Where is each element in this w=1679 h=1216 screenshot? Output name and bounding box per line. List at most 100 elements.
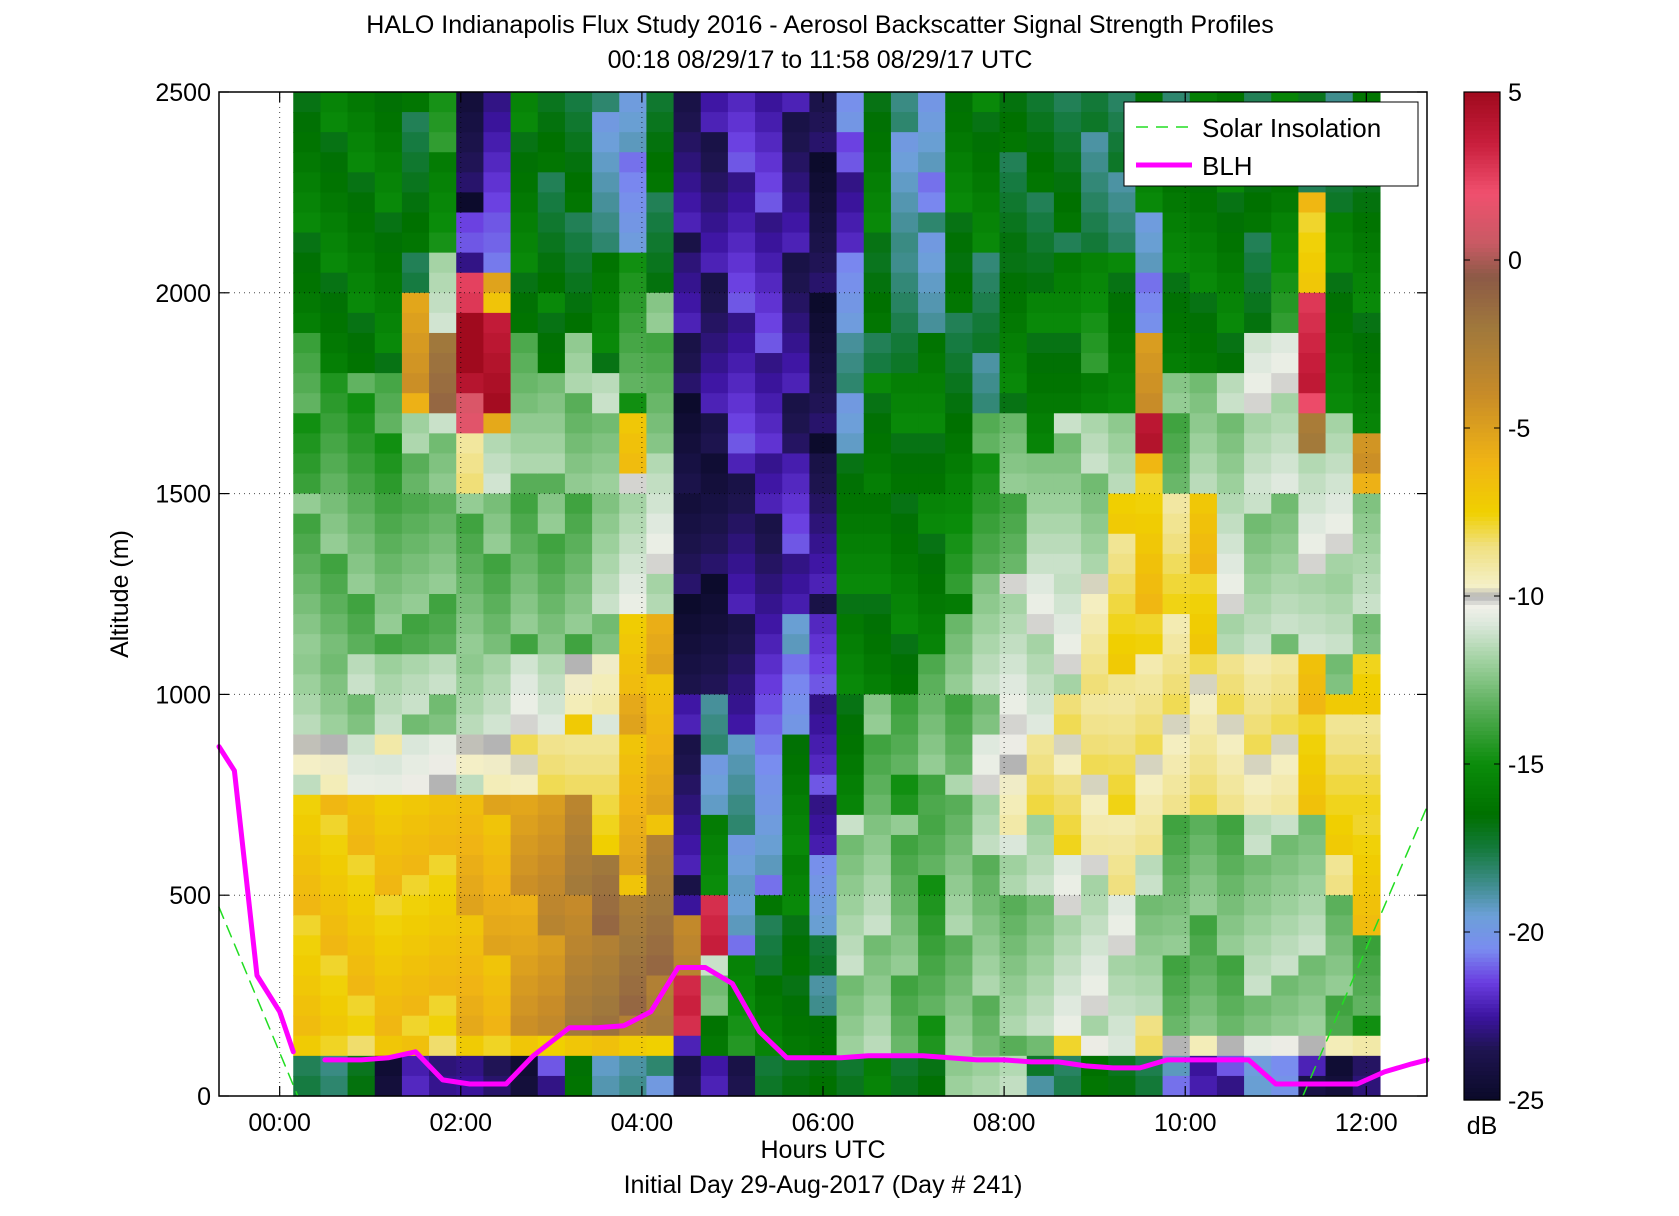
heatmap-cell [945,634,974,655]
heatmap-cell [347,332,376,354]
heatmap-cell [1325,834,1354,856]
heatmap-cell [1081,975,1109,997]
heatmap-cell [700,312,729,334]
heatmap-cell [1325,292,1354,314]
colorbar-swatch [1464,306,1500,311]
heatmap-cell [972,292,1001,314]
heatmap-cell [456,92,485,113]
heatmap-cell [646,594,675,615]
colorbar-swatch [1464,386,1500,391]
heatmap-cell [374,774,403,796]
heatmap-cell [646,834,675,856]
heatmap-cell [646,855,675,876]
heatmap-cell [1298,1055,1327,1077]
heatmap-cell [1108,192,1137,214]
heatmap-cell [1189,353,1218,374]
heatmap-cell [1216,513,1245,535]
heatmap-cell [1108,734,1137,756]
heatmap-cell [401,312,430,334]
heatmap-cell [537,413,566,434]
heatmap-cell [863,192,892,214]
heatmap-cell [809,754,838,776]
heatmap-cell [347,614,376,635]
colorbar-swatch [1464,621,1500,626]
heatmap-cell [401,774,430,796]
heatmap-cell [564,694,593,716]
heatmap-cell [401,754,430,776]
heatmap-cell [1026,975,1055,997]
heatmap-cell [863,594,892,615]
heatmap-cell [1162,413,1191,434]
heatmap-cell [401,513,430,535]
heatmap-cell [483,774,512,796]
heatmap-cell [456,212,485,234]
heatmap-cell [945,353,974,374]
heatmap-cell [673,1075,702,1097]
heatmap-cell [727,152,756,173]
heatmap-cell [945,794,974,816]
heatmap-cell [374,533,403,555]
heatmap-cell [1026,192,1055,214]
heatmap-cell [755,553,783,575]
heatmap-cell [619,172,648,193]
heatmap-cell [700,594,729,615]
colorbar-swatch [1464,692,1500,698]
heatmap-cell [374,614,403,635]
heatmap-cell [809,312,838,334]
heatmap-cell [429,292,457,314]
heatmap-cell [863,814,892,836]
heatmap-cell [700,252,729,274]
heatmap-cell [374,292,403,314]
colorbar-swatch [1464,680,1500,685]
colorbar-swatch [1464,852,1500,857]
heatmap-cell [700,634,729,655]
heatmap-cell [456,353,485,374]
heatmap-cell [836,453,865,475]
heatmap-cell [1271,292,1300,314]
heatmap-cell [1026,814,1055,836]
heatmap-cell [537,754,566,776]
heatmap-cell [347,172,376,193]
heatmap-cell [483,393,512,414]
heatmap-cell [1271,433,1300,455]
heatmap-cell [1244,855,1272,876]
heatmap-cell [1244,734,1272,756]
heatmap-cell [374,794,403,816]
heatmap-cell [1325,1035,1354,1057]
heatmap-cell [1081,393,1109,414]
colorbar-swatch [1464,381,1500,387]
heatmap-cell [347,473,376,495]
heatmap-cell [564,794,593,816]
heatmap-cell [918,794,946,816]
colorbar-swatch [1464,974,1500,979]
heatmap-cell [1108,212,1137,234]
heatmap-cell [429,473,457,495]
heatmap-cell [700,814,729,836]
heatmap-cell [401,875,430,896]
heatmap-cell [727,834,756,856]
heatmap-cell [429,453,457,475]
colorbar-swatch [1464,797,1500,803]
colorbar-swatch [1464,314,1500,320]
colorbar-swatch [1464,449,1500,454]
heatmap-cell [1325,754,1354,776]
heatmap-cell [1298,855,1327,876]
heatmap-cell [646,654,675,675]
heatmap-cell [401,573,430,595]
heatmap-cell [1162,453,1191,475]
colorbar-swatch [1464,919,1500,925]
heatmap-cell [1298,453,1327,475]
heatmap-cell [1325,413,1354,434]
heatmap-cell [1189,1015,1218,1037]
heatmap-cell [1053,553,1082,575]
heatmap-cell [673,594,702,615]
heatmap-cell [619,152,648,173]
heatmap-cell [700,794,729,816]
heatmap-cell [727,272,756,294]
heatmap-cell [293,212,322,234]
heatmap-cell [1216,312,1245,334]
heatmap-cell [755,875,783,896]
heatmap-cell [999,915,1028,936]
heatmap-cell [1162,614,1191,635]
heatmap-cell [646,674,675,695]
